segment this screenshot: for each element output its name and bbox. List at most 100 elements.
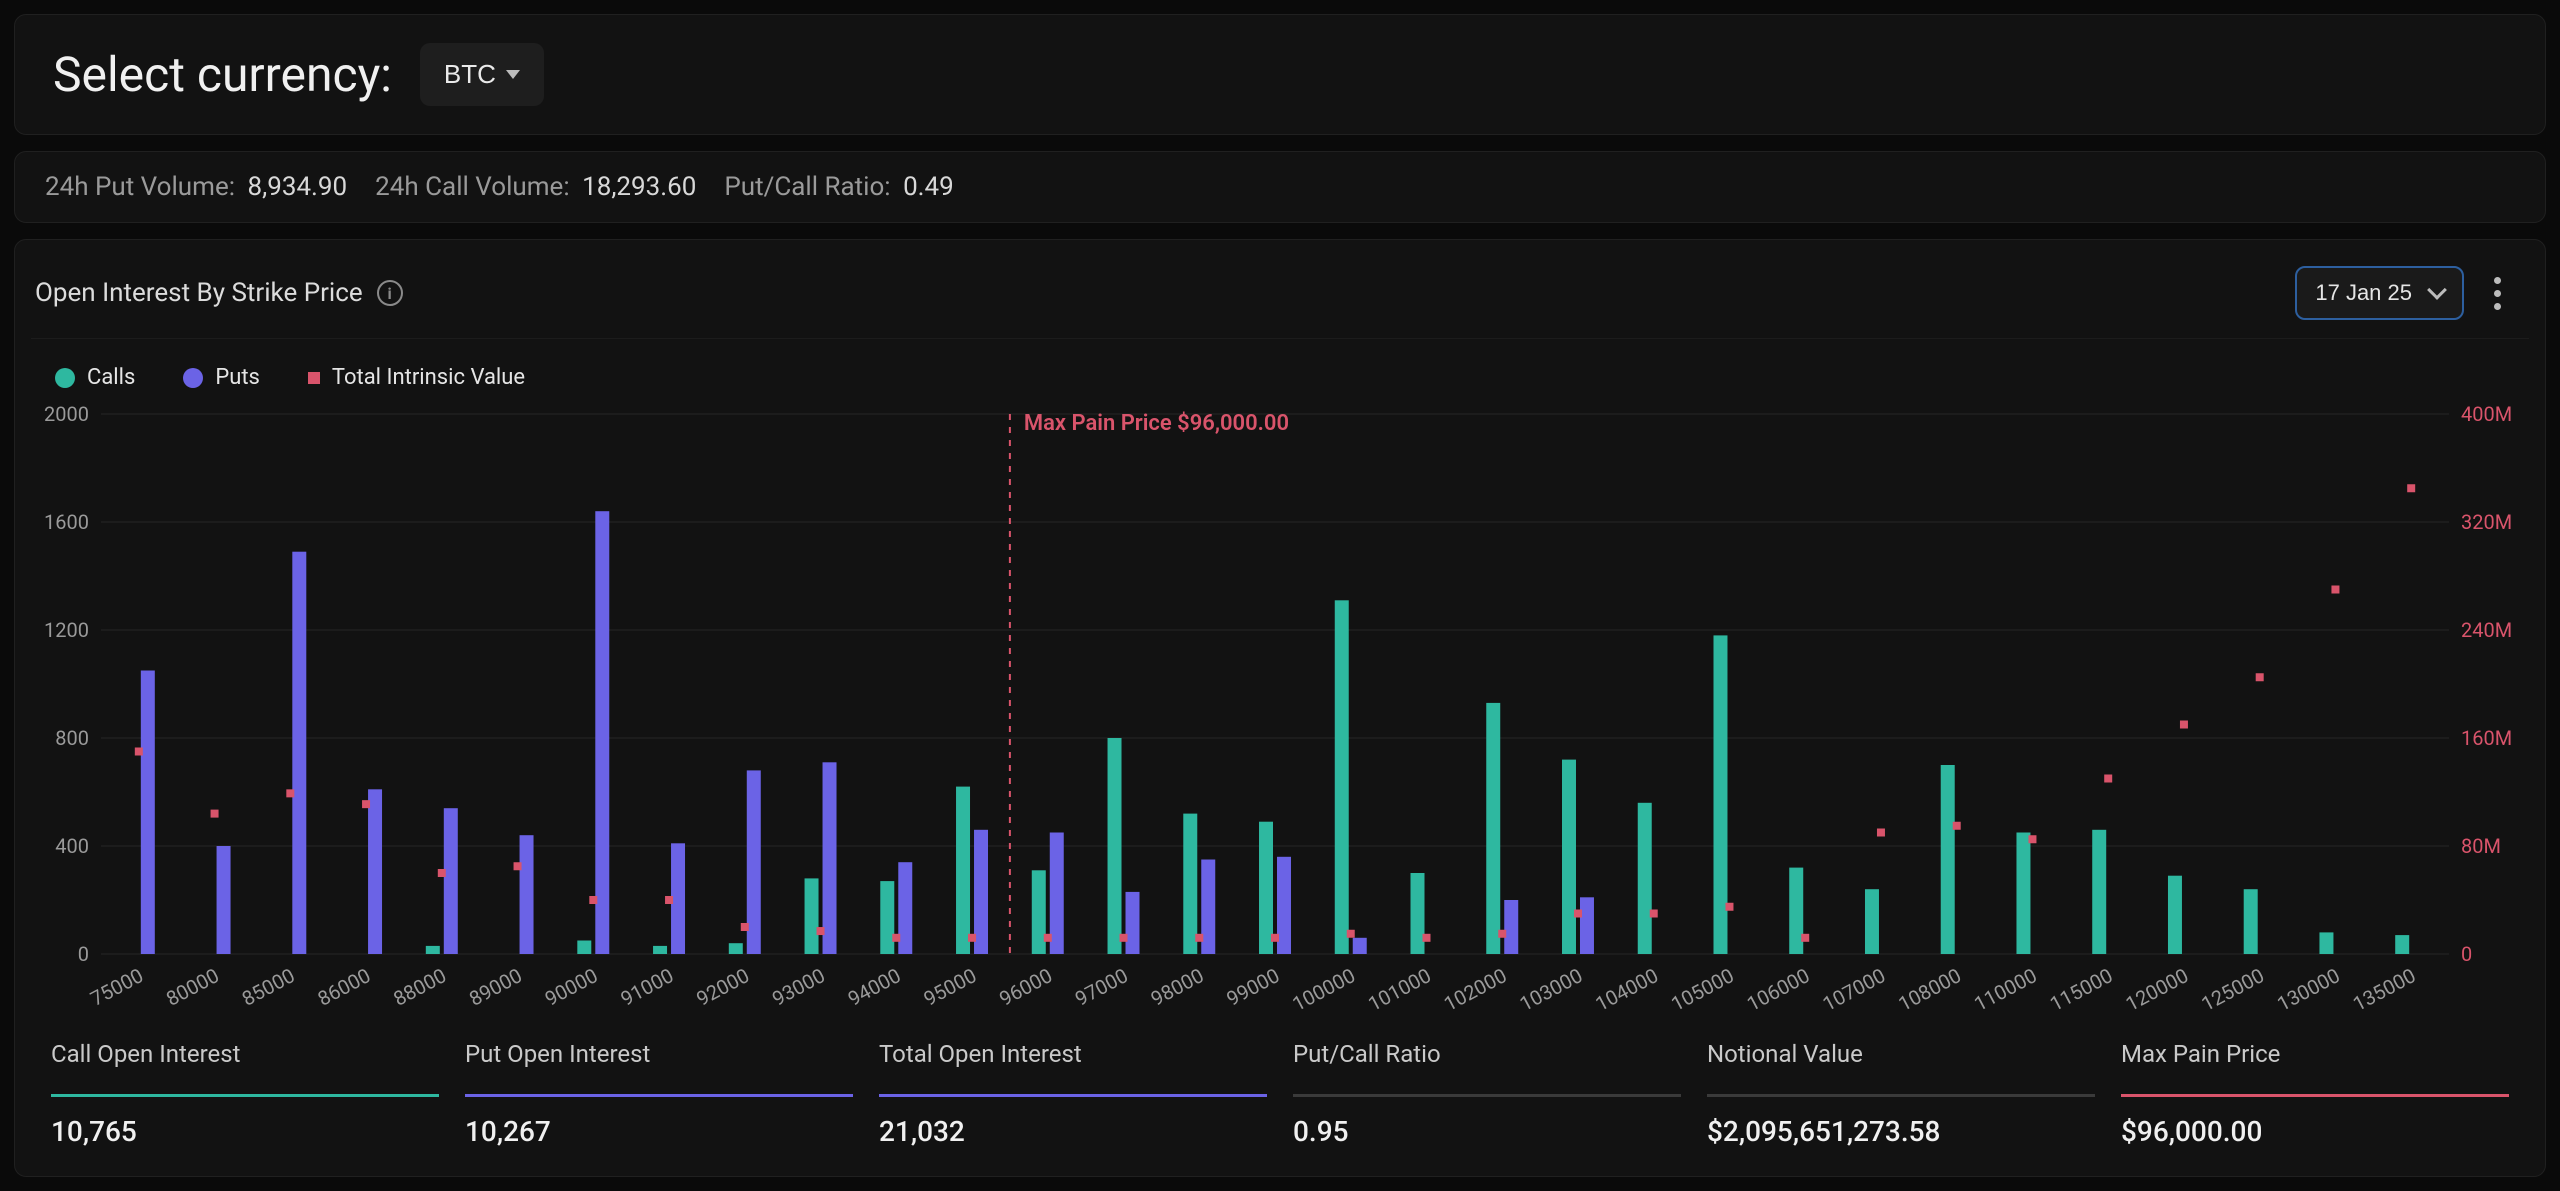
svg-text:80000: 80000	[162, 963, 223, 1011]
svg-text:103000: 103000	[1516, 963, 1587, 1016]
put-volume-label: 24h Put Volume:	[45, 172, 241, 202]
summary-rule	[1707, 1094, 2095, 1097]
summary-title: Total Open Interest	[879, 1040, 1267, 1080]
svg-text:95000: 95000	[920, 963, 981, 1011]
summary-value: $96,000.00	[2121, 1111, 2509, 1148]
oi-chart-svg: 0400800120016002000080M160M240M320M400M7…	[31, 400, 2529, 1020]
summary-rule	[1293, 1094, 1681, 1097]
summary-title: Call Open Interest	[51, 1040, 439, 1080]
svg-text:106000: 106000	[1743, 963, 1814, 1016]
svg-text:85000: 85000	[238, 963, 299, 1011]
currency-dropdown[interactable]: BTC	[420, 43, 544, 106]
info-icon[interactable]: i	[377, 280, 403, 306]
chart-title: Open Interest By Strike Price	[35, 278, 363, 308]
svg-text:120000: 120000	[2122, 963, 2193, 1016]
svg-text:0: 0	[78, 942, 89, 966]
svg-text:80M: 80M	[2461, 834, 2501, 858]
summary-cell: Notional Value $2,095,651,273.58	[1707, 1040, 2095, 1148]
summary-value: 0.95	[1293, 1111, 1681, 1148]
svg-text:0: 0	[2461, 942, 2472, 966]
summary-cell: Put Open Interest 10,267	[465, 1040, 853, 1148]
summary-title: Notional Value	[1707, 1040, 2095, 1080]
svg-text:92000: 92000	[692, 963, 753, 1011]
summary-value: 21,032	[879, 1111, 1267, 1148]
summary-rule	[2121, 1094, 2509, 1097]
chart-legend: Calls Puts Total Intrinsic Value	[31, 339, 2529, 400]
legend-intrinsic-label: Total Intrinsic Value	[332, 365, 525, 390]
ratio-label: Put/Call Ratio:	[724, 172, 896, 202]
svg-text:108000: 108000	[1894, 963, 1965, 1016]
currency-value: BTC	[444, 59, 496, 90]
svg-text:125000: 125000	[2197, 963, 2268, 1016]
summary-grid: Call Open Interest 10,765 Put Open Interes…	[31, 1020, 2529, 1148]
svg-text:96000: 96000	[995, 963, 1056, 1011]
call-volume-value: 18,293.60	[582, 172, 696, 202]
summary-cell: Put/Call Ratio 0.95	[1293, 1040, 1681, 1148]
currency-selector-panel: Select currency: BTC	[14, 14, 2546, 135]
put-volume-value: 8,934.90	[247, 172, 347, 202]
chevron-down-icon	[2427, 280, 2447, 300]
summary-value: $2,095,651,273.58	[1707, 1111, 2095, 1148]
svg-text:1200: 1200	[44, 618, 89, 642]
summary-title: Put/Call Ratio	[1293, 1040, 1681, 1080]
put-volume-stat: 24h Put Volume: 8,934.90	[45, 172, 347, 202]
put-call-ratio-stat: Put/Call Ratio: 0.49	[724, 172, 953, 202]
ratio-value: 0.49	[903, 172, 954, 202]
volume-stats-panel: 24h Put Volume: 8,934.90 24h Call Volume…	[14, 151, 2546, 223]
call-volume-stat: 24h Call Volume: 18,293.60	[375, 172, 696, 202]
svg-text:99000: 99000	[1223, 963, 1284, 1011]
summary-title: Max Pain Price	[2121, 1040, 2509, 1080]
legend-puts[interactable]: Puts	[183, 365, 260, 390]
svg-text:400M: 400M	[2461, 402, 2512, 426]
svg-text:93000: 93000	[768, 963, 829, 1011]
svg-text:Max Pain Price $96,000.00: Max Pain Price $96,000.00	[1024, 411, 1289, 436]
svg-text:240M: 240M	[2461, 618, 2512, 642]
svg-text:130000: 130000	[2273, 963, 2344, 1016]
svg-text:101000: 101000	[1364, 963, 1435, 1016]
puts-swatch-icon	[183, 368, 203, 388]
svg-text:105000: 105000	[1667, 963, 1738, 1016]
chart-plot-area: 0400800120016002000080M160M240M320M400M7…	[31, 400, 2529, 1020]
summary-value: 10,267	[465, 1111, 853, 1148]
svg-text:107000: 107000	[1819, 963, 1890, 1016]
calls-swatch-icon	[55, 368, 75, 388]
svg-text:110000: 110000	[1970, 963, 2041, 1016]
svg-text:102000: 102000	[1440, 963, 1511, 1016]
open-interest-chart-card: Open Interest By Strike Price i 17 Jan 2…	[14, 239, 2546, 1177]
svg-text:86000: 86000	[314, 963, 375, 1011]
legend-intrinsic[interactable]: Total Intrinsic Value	[308, 365, 525, 390]
svg-text:115000: 115000	[2046, 963, 2117, 1016]
chart-menu-button[interactable]	[2484, 271, 2511, 316]
svg-text:100000: 100000	[1288, 963, 1359, 1016]
call-volume-label: 24h Call Volume:	[375, 172, 576, 202]
svg-text:135000: 135000	[2349, 963, 2420, 1016]
date-selector[interactable]: 17 Jan 25	[2295, 266, 2464, 320]
svg-text:400: 400	[55, 834, 89, 858]
legend-calls[interactable]: Calls	[55, 365, 135, 390]
select-currency-label: Select currency:	[53, 46, 392, 103]
svg-text:89000: 89000	[465, 963, 526, 1011]
summary-value: 10,765	[51, 1111, 439, 1148]
svg-text:75000: 75000	[86, 963, 147, 1011]
caret-down-icon	[506, 70, 520, 79]
svg-text:88000: 88000	[389, 963, 450, 1011]
summary-rule	[465, 1094, 853, 1097]
svg-text:1600: 1600	[44, 510, 89, 534]
summary-cell: Call Open Interest 10,765	[51, 1040, 439, 1148]
date-selected: 17 Jan 25	[2315, 280, 2412, 306]
summary-title: Put Open Interest	[465, 1040, 853, 1080]
legend-puts-label: Puts	[215, 365, 260, 390]
summary-rule	[879, 1094, 1267, 1097]
intrinsic-swatch-icon	[308, 372, 320, 384]
svg-text:2000: 2000	[44, 402, 89, 426]
svg-text:98000: 98000	[1147, 963, 1208, 1011]
svg-text:104000: 104000	[1591, 963, 1662, 1016]
summary-cell: Total Open Interest 21,032	[879, 1040, 1267, 1148]
svg-text:800: 800	[55, 726, 89, 750]
svg-text:94000: 94000	[844, 963, 905, 1011]
summary-rule	[51, 1094, 439, 1097]
svg-text:91000: 91000	[617, 963, 678, 1011]
svg-text:160M: 160M	[2461, 726, 2512, 750]
svg-text:97000: 97000	[1071, 963, 1132, 1011]
svg-text:90000: 90000	[541, 963, 602, 1011]
